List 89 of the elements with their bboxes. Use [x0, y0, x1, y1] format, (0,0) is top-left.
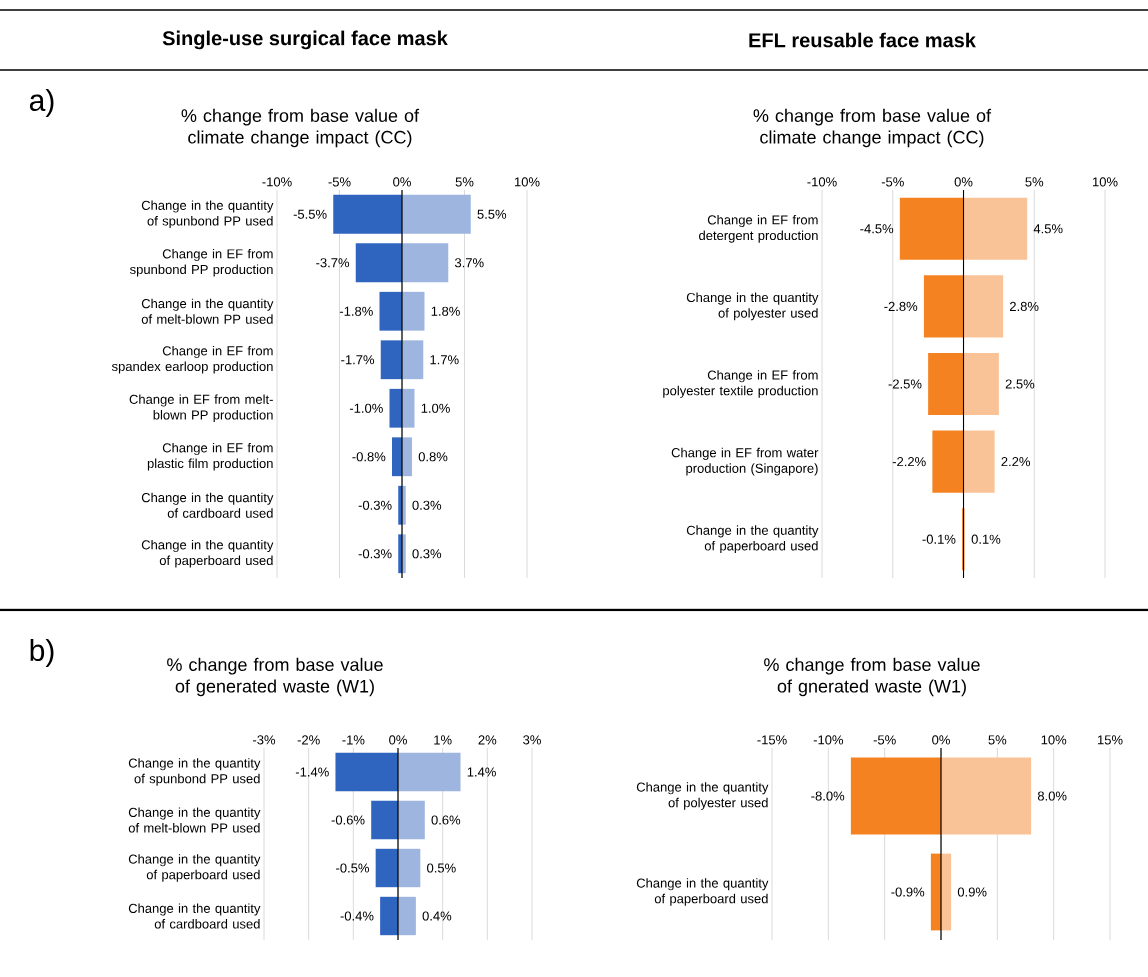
data-label: -0.9% [891, 887, 925, 897]
data-label: -1.8% [339, 306, 373, 316]
x-tick-label: 0% [393, 177, 411, 187]
y-tick-label: Change in EF from water production (Singapore) [671, 447, 819, 476]
x-tick-label: -10% [262, 177, 292, 187]
data-label: 2.2% [1001, 457, 1031, 467]
text: Single-use surgical face mask [162, 30, 448, 50]
y-tick-label: Change in the quantity of spunbond PP used [128, 758, 261, 786]
x-tick-label: -2% [297, 735, 320, 745]
data-label: 2.8% [1009, 301, 1039, 311]
y-tick-label: Change in the quantity of paperboard used [141, 539, 274, 568]
data-label: 1.4% [467, 767, 496, 777]
y-tick-label: Change in the quantity of spunbond PP used [141, 200, 274, 229]
y-tick-label: Change in the quantity of melt-blown PP used [128, 807, 261, 833]
x-tick-label: 3% [523, 735, 541, 745]
data-label: -1.4% [295, 767, 329, 777]
data-label: -0.1% [922, 534, 956, 544]
data-label: 2.5% [1005, 379, 1035, 389]
data-label: 0.9% [957, 887, 987, 897]
data-label: -2.2% [892, 457, 926, 467]
x-tick-label: 5% [455, 177, 474, 187]
x-tick-label: 1% [434, 735, 452, 745]
chart-title: % change from base value of generated waste (W1) [167, 657, 383, 697]
data-label: 0.3% [412, 500, 442, 510]
y-tick-label: Change in the quantity of paperboard used [128, 854, 261, 882]
x-tick-label: 10% [1092, 177, 1118, 187]
data-label: 0.1% [971, 534, 1001, 544]
x-tick-label: -15% [757, 735, 787, 745]
data-label: -8.0% [811, 791, 845, 801]
chart-title: % change from base value of gnerated waste (W1) [764, 657, 980, 697]
y-tick-label: Change in the quantity of polyester used [636, 782, 769, 810]
y-tick-label: Change in EF from polyester textile production [663, 370, 818, 398]
text: a) [29, 89, 54, 117]
y-tick-label: Change in EF from plastic film production [147, 442, 273, 471]
chart-title: % change from base value of climate change impact (CC) [753, 108, 992, 148]
x-tick-label: -5% [328, 177, 351, 187]
data-label: -0.5% [336, 863, 370, 873]
data-label: -0.3% [358, 500, 392, 510]
data-label: 4.5% [1033, 224, 1063, 234]
y-tick-label: Change in the quantity of cardboard used [128, 903, 261, 929]
y-tick-label: Change in the quantity of cardboard used [141, 492, 274, 518]
data-label: -4.5% [860, 224, 894, 234]
y-tick-label: Change in EF from spunbond PP production [130, 248, 273, 277]
text: b) [30, 639, 54, 667]
data-label: 0.8% [418, 452, 448, 462]
x-tick-label: -10% [813, 735, 844, 745]
x-tick-label: 10% [514, 177, 540, 187]
chart-title: % change from base value of climate change impact (CC) [181, 108, 420, 148]
text: EFL reusable face mask [749, 32, 976, 48]
y-tick-label: Change in the quantity of paperboard used [686, 525, 819, 554]
y-tick-label: Change in the quantity of melt-blown PP used [141, 298, 274, 324]
data-label: 0.5% [427, 863, 456, 873]
y-tick-label: Change in the quantity of polyester used [686, 292, 819, 321]
data-label: -2.8% [884, 301, 918, 311]
x-tick-label: -10% [807, 177, 837, 187]
x-tick-label: 10% [1041, 735, 1067, 745]
data-label: 5.5% [477, 209, 507, 219]
x-tick-label: -3% [253, 735, 276, 745]
y-tick-label: Change in EF from detergent production [699, 214, 818, 243]
x-tick-label: -5% [873, 735, 896, 745]
x-tick-label: 0% [389, 735, 407, 745]
y-tick-label: Change in EF from melt-blown PP production [129, 394, 273, 423]
data-label: -5.5% [293, 209, 327, 219]
data-label: 0.3% [412, 549, 442, 559]
data-label: -0.4% [340, 911, 374, 921]
x-tick-label: 5% [1025, 177, 1044, 187]
data-label: 0.6% [431, 815, 461, 825]
x-tick-label: -1% [342, 735, 365, 745]
data-label: 1.7% [430, 355, 459, 365]
data-label: -0.8% [352, 452, 386, 462]
data-label: 1.0% [421, 403, 450, 413]
y-tick-label: Change in EF from spandex earloop production [111, 345, 273, 374]
data-label: 3.7% [454, 258, 484, 268]
data-label: -0.6% [331, 815, 365, 825]
y-tick-label: Change in the quantity of paperboard used [636, 878, 769, 906]
data-label: -1.0% [349, 403, 383, 413]
x-tick-label: 2% [478, 735, 497, 745]
data-label: -0.3% [358, 549, 392, 559]
data-label: -1.7% [341, 355, 375, 365]
data-label: -3.7% [316, 258, 350, 268]
data-label: -2.5% [888, 379, 922, 389]
x-tick-label: 0% [932, 735, 950, 745]
x-tick-label: -5% [881, 177, 904, 187]
x-tick-label: 0% [954, 177, 973, 187]
x-tick-label: 15% [1097, 735, 1123, 745]
data-label: 0.4% [422, 911, 452, 921]
data-label: 8.0% [1037, 791, 1067, 801]
x-tick-label: 5% [988, 735, 1007, 745]
data-label: 1.8% [431, 306, 460, 316]
